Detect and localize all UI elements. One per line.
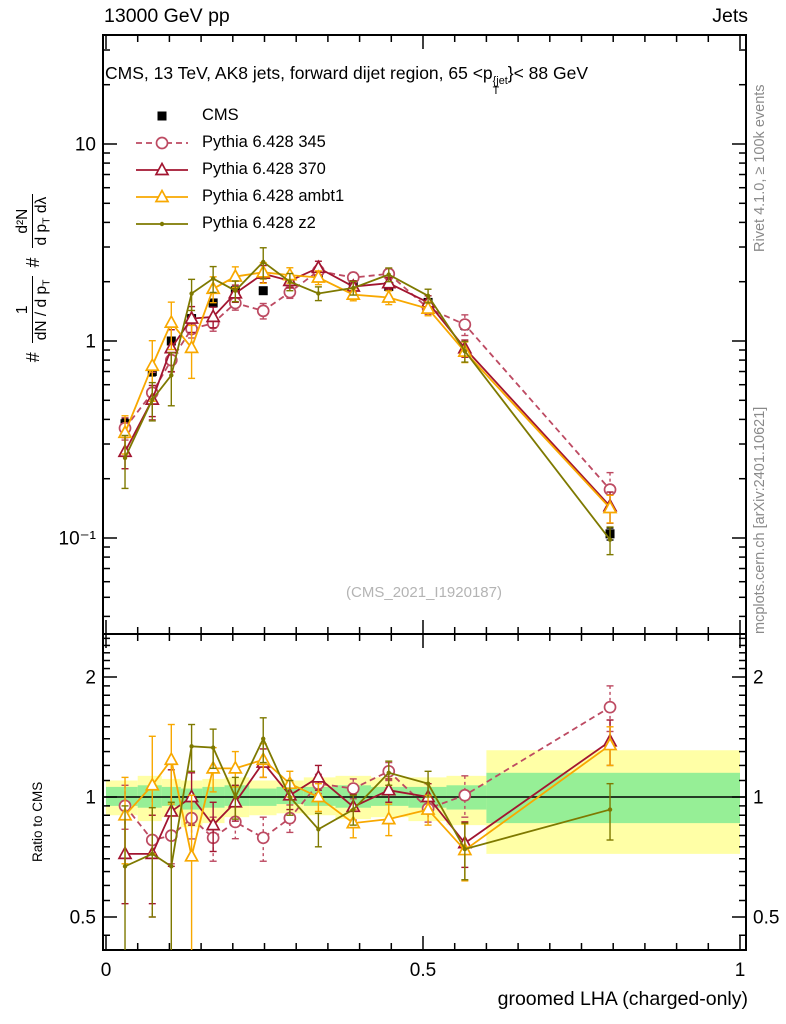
series-main-pythia-6-428-345: [118, 264, 617, 512]
legend-item-pythia-ambt1: Pythia 6.428 ambt1: [134, 183, 344, 210]
legend-item-pythia-370: Pythia 6.428 370: [134, 156, 344, 183]
plot-title-sub: T: [492, 85, 500, 98]
rivet-version-label: Rivet 4.1.0, ≥ 100k events: [752, 84, 768, 252]
legend: CMS Pythia 6.428 345 Pythia 6.428 370 Py…: [134, 102, 344, 237]
legend-label-pythia-345: Pythia 6.428 345: [202, 133, 326, 151]
mcplots-credit-label: mcplots.cern.ch [arXiv:2401.10621]: [752, 406, 768, 634]
svg-text:1: 1: [85, 332, 96, 353]
ylabel-hash-1: #: [22, 352, 43, 363]
svg-text:0.5: 0.5: [753, 908, 779, 929]
plot-title-pre: CMS, 13 TeV, AK8 jets, forward dijet reg…: [105, 63, 493, 83]
legend-marker-cms: [157, 111, 167, 120]
series-main-pythia-6-428-z2: [121, 247, 614, 556]
ylabel-frac2-num: d²N: [13, 208, 31, 234]
ratio-y-axis-label: Ratio to CMS: [30, 781, 45, 862]
svg-text:10: 10: [75, 135, 96, 156]
ylabel-fraction-1: 1 dN / d pT: [13, 276, 53, 344]
plot-title-post: }< 88 GeV: [507, 63, 589, 83]
plot-title: CMS, 13 TeV, AK8 jets, forward dijet reg…: [105, 63, 589, 98]
legend-marker-pythia-370: [136, 161, 188, 175]
svg-text:0.5: 0.5: [410, 960, 436, 981]
ylabel-frac1-den: dN / d pT: [31, 276, 53, 344]
legend-marker-pythia-z2: [136, 221, 188, 226]
axis-tick-labels: 10 1 10⁻¹ 2 2 1 1 0.5 0.5 0 0.5 1: [59, 135, 780, 982]
svg-text:0.5: 0.5: [70, 908, 96, 929]
series-main-pythia-6-428-370: [117, 259, 618, 524]
beam-energy-label: 13000 GeV pp: [104, 5, 230, 27]
plot-title-sup: {jet: [492, 74, 508, 87]
svg-text:0: 0: [101, 960, 112, 981]
legend-item-cms: CMS: [134, 102, 344, 129]
plot-title-supsub: {jet T: [492, 74, 508, 98]
ylabel-frac2-den: d pT dλ: [31, 193, 53, 249]
svg-text:1: 1: [85, 788, 96, 809]
legend-marker-pythia-345: [136, 136, 188, 149]
svg-text:10⁻¹: 10⁻¹: [59, 529, 97, 550]
legend-item-pythia-345: Pythia 6.428 345: [134, 129, 344, 156]
analysis-id-watermark: (CMS_2021_I1920187): [346, 584, 502, 601]
ylabel-hash-2: #: [22, 257, 43, 268]
svg-text:1: 1: [735, 960, 746, 981]
analysis-group-label: Jets: [712, 5, 748, 27]
band-green: [486, 772, 740, 824]
series-main-cms: [120, 273, 615, 541]
legend-label-pythia-ambt1: Pythia 6.428 ambt1: [202, 187, 345, 205]
axis-ticks: [103, 35, 746, 950]
panel-frames: [102, 34, 747, 951]
series-ratio-pythia-6-428-z2: [121, 717, 614, 950]
legend-label-pythia-z2: Pythia 6.428 z2: [202, 214, 316, 232]
ylabel-frac1-num: 1: [13, 305, 31, 315]
main-y-axis-label: # 1 dN / d pT # d²N d pT dλ: [6, 68, 60, 488]
svg-text:1: 1: [753, 788, 764, 809]
svg-text:2: 2: [753, 668, 764, 689]
series-main-pythia-6-428-ambt1: [117, 261, 618, 524]
legend-item-pythia-z2: Pythia 6.428 z2: [134, 210, 344, 237]
ylabel-fraction-2: d²N d pT dλ: [13, 193, 53, 249]
svg-text:2: 2: [85, 668, 96, 689]
legend-label-pythia-370: Pythia 6.428 370: [202, 160, 326, 178]
legend-marker-pythia-ambt1: [136, 188, 188, 202]
x-axis-label: groomed LHA (charged-only): [497, 988, 748, 1010]
legend-label-cms: CMS: [202, 106, 239, 124]
